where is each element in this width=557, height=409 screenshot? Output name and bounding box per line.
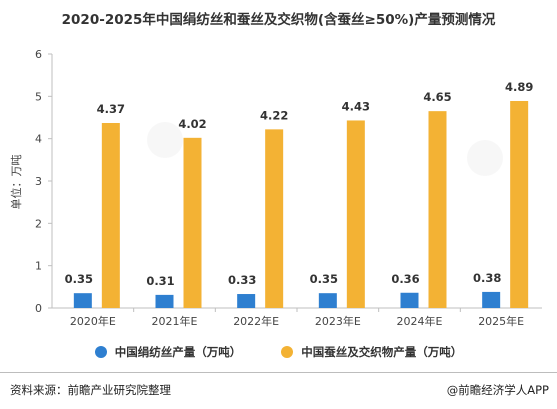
data-label: 0.31: [146, 274, 174, 288]
legend-item-series-2: 中国蚕丝及交织物产量（万吨）: [281, 344, 462, 360]
bar-series-1: [73, 293, 92, 308]
watermark: [147, 122, 503, 176]
legend-swatch-series-1: [94, 346, 107, 358]
data-label: 4.22: [260, 108, 288, 122]
bar-series-2: [265, 129, 284, 308]
source-note: 资料来源：前瞻产业研究院整理: [10, 383, 171, 397]
legend-swatch-series-2: [281, 346, 294, 358]
legend-label-series-2: 中国蚕丝及交织物产量（万吨）: [301, 345, 463, 359]
legend-item-series-1: 中国绢纺丝产量（万吨）: [94, 344, 242, 360]
y-tick-label: 3: [35, 175, 42, 188]
legend: 中国绢纺丝产量（万吨） 中国蚕丝及交织物产量（万吨）: [0, 344, 557, 360]
x-tick-label: 2024年E: [397, 314, 443, 328]
bar-series-2: [346, 120, 365, 308]
x-tick-label: 2023年E: [315, 314, 361, 328]
data-label: 0.35: [65, 272, 93, 286]
bar-series-2: [428, 111, 447, 309]
legend-label-series-1: 中国绢纺丝产量（万吨）: [114, 345, 242, 359]
data-labels: 0.35 4.37 0.31 4.02 0.33 4.22 0.35 4.43 0.36 4.65…: [65, 80, 534, 288]
data-label: 0.33: [228, 273, 256, 287]
footer: 资料来源：前瞻产业研究院整理 @前瞻经济学人APP: [0, 372, 557, 409]
y-axis: 0 1 2 3 4 5 6: [35, 48, 53, 315]
y-tick-label: 5: [35, 90, 42, 103]
data-label: 0.35: [310, 272, 338, 286]
x-tick-label: 2022年E: [233, 314, 279, 328]
bar-series-1: [400, 292, 419, 308]
bar-series-2: [510, 100, 529, 309]
bar-series-2: [101, 123, 120, 309]
x-tick-label: 2021年E: [152, 314, 198, 328]
x-axis: 2020年E 2021年E 2022年E 2023年E 2024年E 2025年E: [52, 307, 542, 328]
bar-series-1: [237, 294, 256, 308]
bar-series-1: [318, 293, 337, 308]
brand-credit: @前瞻经济学人APP: [446, 383, 549, 397]
bars: [73, 100, 529, 309]
data-label: 4.65: [423, 90, 451, 104]
y-tick-label: 4: [35, 133, 42, 146]
bar-series-2: [183, 137, 202, 308]
data-label: 4.37: [97, 102, 125, 116]
x-tick-label: 2020年E: [70, 314, 116, 328]
y-tick-label: 1: [35, 260, 42, 273]
y-tick-label: 6: [35, 48, 42, 61]
y-axis-label: 单位：万吨: [9, 155, 23, 210]
data-label: 4.89: [505, 80, 533, 94]
y-tick-label: 0: [35, 302, 42, 315]
chart-title: 2020-2025年中国绢纺丝和蚕丝及交织物(含蚕丝≥50%)产量预测情况: [61, 12, 496, 28]
data-label: 0.38: [473, 271, 501, 285]
bar-series-1: [155, 294, 174, 308]
data-label: 4.02: [178, 117, 206, 131]
y-tick-label: 2: [35, 217, 42, 230]
bar-series-1: [482, 291, 501, 308]
data-label: 0.36: [391, 272, 419, 286]
x-tick-label: 2025年E: [478, 314, 524, 328]
data-label: 4.43: [342, 99, 370, 113]
